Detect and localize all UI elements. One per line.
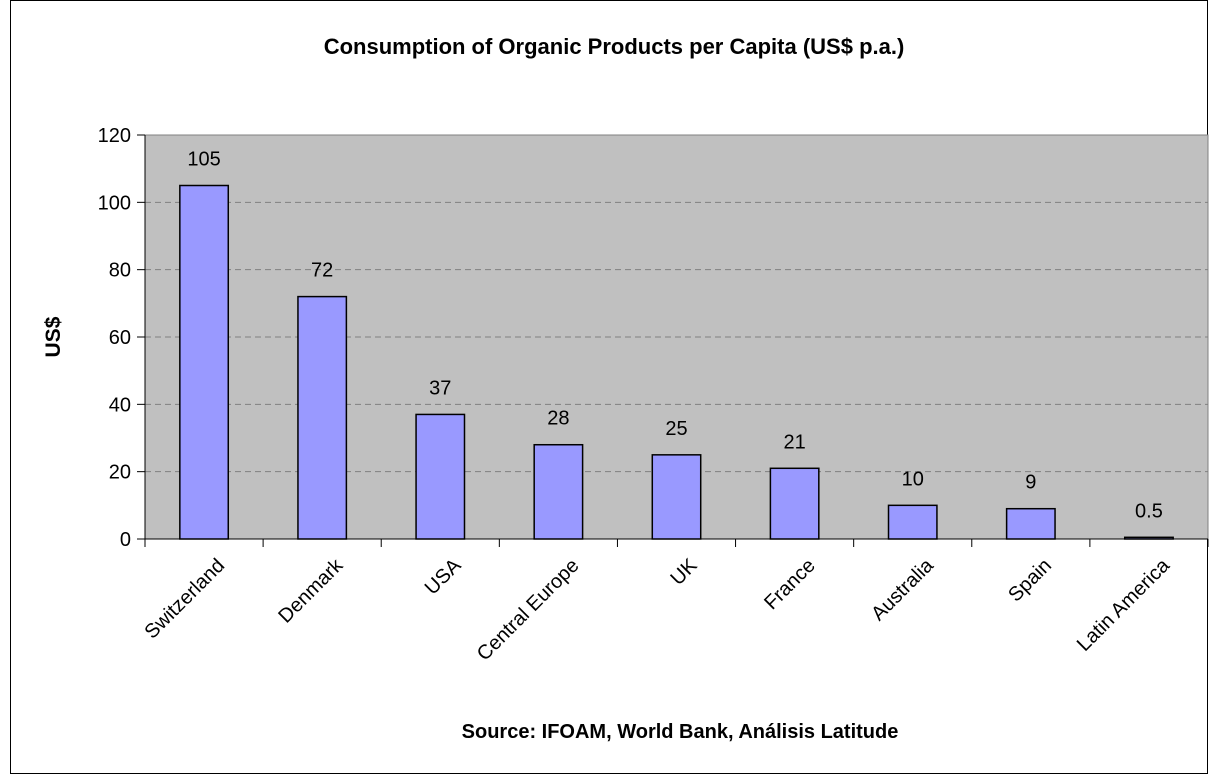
data-label: 10 xyxy=(902,468,924,490)
bar xyxy=(415,413,466,540)
x-tick-label: Spain xyxy=(1004,555,1056,607)
data-label: 37 xyxy=(429,377,451,399)
y-tick-label: 60 xyxy=(109,327,131,349)
bar xyxy=(651,454,702,540)
x-tick-label: UK xyxy=(666,554,702,590)
y-tick-label: 100 xyxy=(98,192,131,214)
bar xyxy=(769,467,820,540)
y-axis-title: US$ xyxy=(42,316,65,357)
x-tick-label: Australia xyxy=(867,554,938,625)
data-label: 0.5 xyxy=(1135,500,1163,522)
data-label: 21 xyxy=(783,431,805,453)
bar xyxy=(533,443,584,540)
bar xyxy=(297,295,348,540)
data-label: 105 xyxy=(187,149,220,171)
chart-title: Consumption of Organic Products per Capi… xyxy=(323,34,905,59)
x-tick-label: Switzerland xyxy=(141,555,230,644)
y-tick-label: 80 xyxy=(109,260,131,282)
x-tick-label: USA xyxy=(421,554,466,599)
data-label: 72 xyxy=(311,260,333,282)
data-label: 28 xyxy=(547,408,569,430)
y-tick-label: 120 xyxy=(98,125,131,147)
y-tick-label: 0 xyxy=(120,529,131,551)
bars xyxy=(179,184,1174,540)
x-tick-label: Central Europe xyxy=(473,555,584,666)
x-tick-label: Denmark xyxy=(274,554,348,628)
bar xyxy=(1005,507,1056,540)
data-label: 9 xyxy=(1025,472,1036,494)
bar xyxy=(1123,536,1174,540)
bar xyxy=(179,184,230,540)
data-label: 25 xyxy=(665,418,687,440)
y-tick-label: 40 xyxy=(109,394,131,416)
x-tick-label: Latin America xyxy=(1073,554,1175,656)
y-tick-label: 20 xyxy=(109,462,131,484)
x-axis-title-source: Source: IFOAM, World Bank, Análisis Lati… xyxy=(461,721,899,743)
bar xyxy=(887,504,938,540)
x-tick-label: France xyxy=(760,555,820,615)
